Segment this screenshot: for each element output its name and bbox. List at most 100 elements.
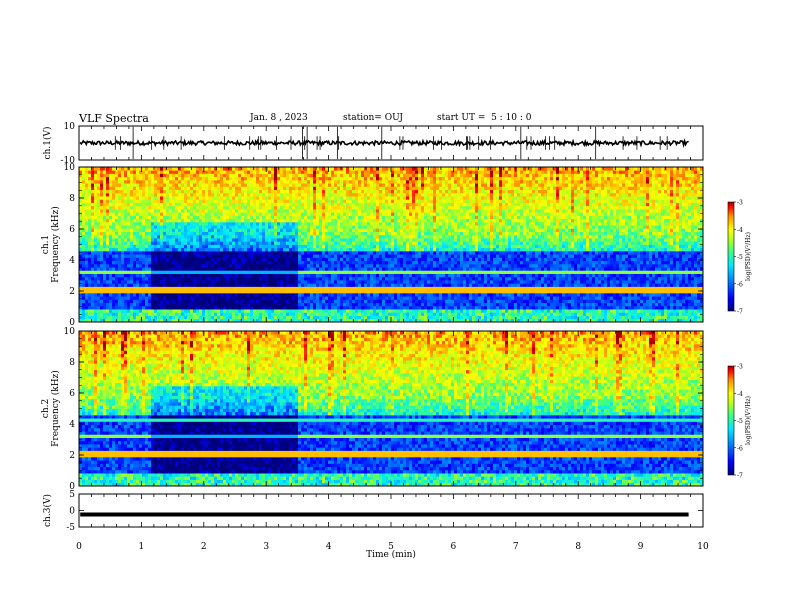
spectrogram-cell [352,179,356,184]
spectrogram-cell [328,318,332,323]
spectrogram-cell [154,309,158,313]
spectrogram-cell [133,186,137,191]
spectrogram-cell [184,241,188,245]
spectrogram-cell [271,267,275,271]
spectrogram-cell [187,234,191,239]
spectrogram-cell [163,189,167,194]
spectrogram-cell [355,196,359,200]
spectrogram-cell [175,167,179,171]
spectrogram-cell [250,218,254,223]
spectrogram-cell [274,283,278,287]
spectrogram-cell [319,318,323,323]
spectrogram-cell [334,228,338,232]
spectrogram-cell [94,309,98,313]
spectrogram-cell [127,315,131,320]
spectrogram-cell [268,309,272,313]
spectrogram-cell [196,312,200,316]
spectrogram-cell [292,270,296,274]
spectrogram-cell [322,254,326,258]
spectrogram-cell [211,241,215,245]
spectrogram-cell [250,170,254,174]
spectrogram-cell [355,215,359,220]
spectrogram-cell [226,179,230,184]
spectrogram-cell [106,192,110,197]
spectrogram-cell [133,205,137,210]
spectrogram-cell [370,247,374,252]
spectrogram-cell [286,273,290,278]
spectrogram-cell [334,305,338,310]
spectrogram-cell [145,189,149,194]
spectrogram-cell [367,183,371,187]
spectrogram-cell [241,315,245,320]
spectrogram-cell [199,179,203,184]
spectrogram-cell [169,202,173,207]
spectrogram-cell [289,250,293,255]
spectrogram-cell [202,212,206,216]
spectrogram-cell [328,302,332,307]
spectrogram-cell [94,270,98,274]
spectrogram-cell [325,299,329,304]
spectrogram-cell [322,186,326,191]
spectrogram-cell [178,315,182,320]
spectrogram-cell [307,289,311,294]
spectrogram-cell [115,221,119,226]
spectrogram-cell [241,299,245,304]
spectrogram-cell [160,273,164,278]
spectrogram-cell [91,183,95,187]
spectrogram-cell [304,280,308,284]
spectrogram-cell [85,254,89,258]
spectrogram-cell [298,280,302,284]
spectrogram-cell [328,280,332,284]
spectrogram-cell [91,234,95,239]
spectrogram-cell [103,286,107,291]
spectrogram-cell [106,186,110,191]
spectrogram-cell [229,318,233,323]
spectrogram-cell [280,196,284,200]
spectrogram-cell [247,212,251,216]
spectrogram-cell [166,225,170,229]
spectrogram-cell [256,173,260,178]
spectrogram-cell [265,263,269,268]
spectrogram-cell [163,228,167,232]
spectrogram-cell [205,315,209,320]
spectrogram-cell [313,263,317,268]
spectrogram-cell [268,186,272,191]
spectrogram-cell [202,186,206,191]
spectrogram-cell [310,176,314,181]
spectrogram-cell [217,312,221,316]
spectrogram-cell [130,192,134,197]
spectrogram-cell [295,196,299,200]
spectrogram-cell [331,208,335,213]
spectrogram-cell [346,299,350,304]
spectrogram-cell [196,263,200,268]
spectrogram-cell [355,286,359,291]
spectrogram-cell [292,179,296,184]
spectrogram-cell [232,263,236,268]
spectrogram-cell [295,238,299,242]
spectrogram-cell [151,225,155,229]
spectrogram-cell [268,176,272,181]
spectrogram-cell [112,234,116,239]
spectrogram-cell [268,179,272,184]
spectrogram-cell [184,176,188,181]
spectrogram-cell [343,302,347,307]
spectrogram-cell [286,280,290,284]
spectrogram-cell [277,273,281,278]
spectrogram-cell [214,167,218,171]
spectrogram-cell [277,312,281,316]
spectrogram-cell [346,208,350,213]
spectrogram-cell [157,189,161,194]
spectrogram-cell [235,305,239,310]
spectrogram-cell [133,196,137,200]
spectrogram-cell [166,257,170,262]
spectrogram-cell [118,257,122,262]
spectrogram-cell [151,247,155,252]
spectrogram-cell [154,263,158,268]
spectrogram-cell [241,221,245,226]
spectrogram-cell [301,276,305,281]
spectrogram-cell [178,183,182,187]
y-axis-label: ch.1(V) [42,127,53,160]
spectrogram-cell [91,221,95,226]
spectrogram-cell [343,208,347,213]
spectrogram-cell [142,228,146,232]
